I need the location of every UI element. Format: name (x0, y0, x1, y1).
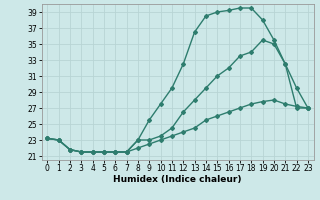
X-axis label: Humidex (Indice chaleur): Humidex (Indice chaleur) (113, 175, 242, 184)
